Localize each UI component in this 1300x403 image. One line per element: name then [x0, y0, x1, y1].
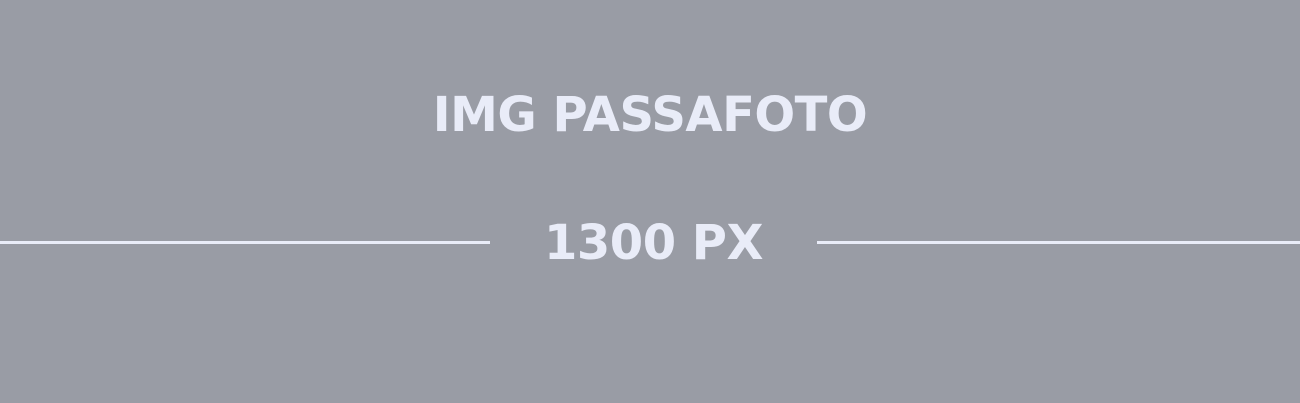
width-label: 1300 PX — [544, 215, 764, 271]
width-rule-right — [817, 241, 1300, 244]
width-indicator: 1300 PX — [0, 214, 1300, 272]
width-rule-left — [0, 241, 490, 244]
placeholder-title: IMG PASSAFOTO — [432, 87, 868, 143]
